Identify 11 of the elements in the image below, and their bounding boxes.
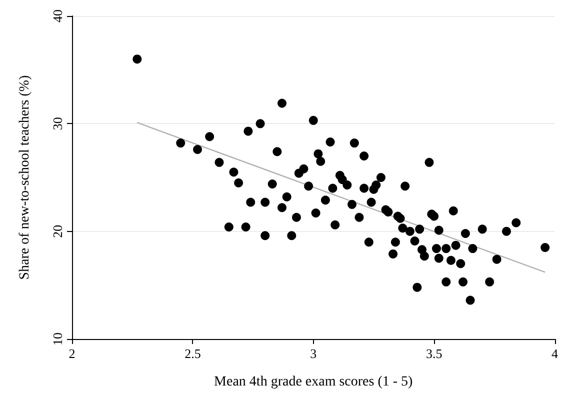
x-tick-label: 3 <box>310 346 317 361</box>
x-tick-label: 4 <box>552 346 558 361</box>
x-tick-label: 2 <box>68 346 76 361</box>
y-tick-label: 10 <box>50 332 65 346</box>
y-tick-label: 30 <box>50 117 65 130</box>
y-tick-label: 20 <box>50 224 65 238</box>
x-axis-title: Mean 4th grade exam scores (1 - 5) <box>214 374 414 390</box>
x-tick-label: 3.5 <box>426 346 442 361</box>
y-tick-label: 40 <box>50 10 65 22</box>
y-axis-title: Share of new-to-school teachers (%) <box>18 74 32 280</box>
x-tick-label: 2.5 <box>184 346 201 361</box>
